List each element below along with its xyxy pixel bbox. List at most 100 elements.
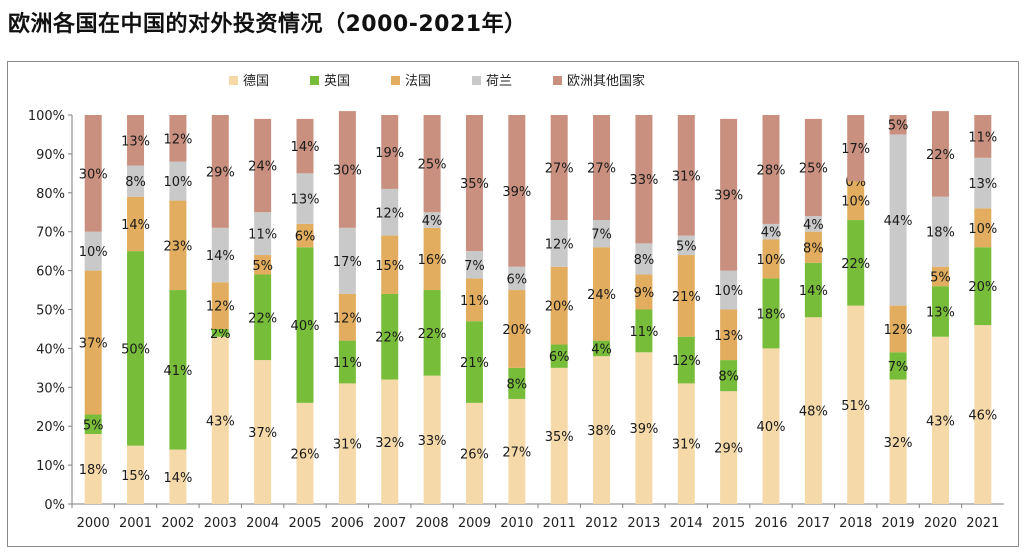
- data-label-other-europe: 27%: [545, 162, 574, 177]
- data-label-uk: 22%: [248, 311, 277, 326]
- bar-segment-netherlands: [423, 212, 441, 228]
- bar-segment-other-europe: [804, 118, 822, 217]
- bar-segment-france: [381, 235, 399, 294]
- data-label-uk: 50%: [121, 342, 150, 357]
- data-label-france: 9%: [634, 286, 655, 301]
- x-tick-label: 2006: [331, 516, 364, 531]
- data-label-germany: 26%: [460, 447, 489, 462]
- bar-segment-germany: [296, 402, 314, 504]
- x-tick-label: 2001: [119, 516, 152, 531]
- y-tick-label: 90%: [36, 148, 65, 163]
- data-label-netherlands: 10%: [163, 175, 192, 190]
- data-label-france: 12%: [206, 300, 235, 315]
- bar-segment-germany: [889, 379, 907, 504]
- bar-segment-germany: [211, 336, 229, 504]
- data-label-uk: 2%: [210, 327, 231, 342]
- bar-segment-netherlands: [804, 216, 822, 232]
- data-label-uk: 7%: [888, 360, 909, 375]
- data-label-uk: 8%: [718, 370, 739, 385]
- bar-segment-uk: [127, 251, 145, 446]
- bar-segment-other-europe: [296, 118, 314, 174]
- legend-label-uk: 英国: [324, 74, 350, 89]
- bar-segment-germany: [931, 336, 949, 504]
- data-label-germany: 32%: [375, 436, 404, 451]
- data-label-germany: 46%: [968, 409, 997, 424]
- x-tick-label: 2003: [204, 516, 237, 531]
- data-label-other-europe: 35%: [460, 177, 489, 192]
- bar-segment-france: [338, 293, 356, 341]
- bar-segment-germany: [550, 367, 568, 504]
- data-label-germany: 48%: [799, 405, 828, 420]
- data-label-germany: 33%: [418, 434, 447, 449]
- bar-segment-netherlands: [84, 231, 102, 271]
- bar-segment-netherlands: [931, 196, 949, 267]
- data-label-uk: 22%: [418, 327, 447, 342]
- bar-segment-other-europe: [635, 115, 653, 244]
- data-label-other-europe: 25%: [418, 158, 447, 173]
- bar-segment-france: [169, 200, 187, 291]
- bar-segment-other-europe: [508, 115, 526, 267]
- y-tick-label: 50%: [36, 304, 65, 319]
- data-label-uk: 6%: [549, 350, 570, 365]
- data-label-netherlands: 11%: [248, 228, 277, 243]
- data-label-france: 16%: [418, 253, 447, 268]
- bar-segment-other-europe: [381, 115, 399, 189]
- bar-segment-netherlands: [635, 243, 653, 275]
- data-label-germany: 38%: [587, 424, 616, 439]
- bar-segment-france: [931, 266, 949, 287]
- data-label-other-europe: 39%: [502, 185, 531, 200]
- data-label-uk: 4%: [591, 342, 612, 357]
- data-label-france: 37%: [79, 337, 108, 352]
- data-label-netherlands: 12%: [545, 237, 574, 252]
- bar-segment-other-europe: [847, 115, 865, 182]
- data-label-other-europe: 19%: [375, 146, 404, 161]
- bar-segment-uk: [847, 220, 865, 306]
- y-tick-label: 0%: [44, 498, 65, 513]
- data-label-uk: 20%: [968, 280, 997, 295]
- bar-segment-france: [593, 247, 611, 341]
- data-label-france: 10%: [841, 195, 870, 210]
- bar-segment-france: [211, 282, 229, 329]
- x-tick-label: 2009: [458, 516, 491, 531]
- data-label-other-europe: 31%: [672, 169, 701, 184]
- bar-segment-germany: [804, 317, 822, 504]
- data-label-uk: 11%: [333, 356, 362, 371]
- bar-segment-uk: [974, 247, 992, 326]
- y-tick-label: 10%: [36, 459, 65, 474]
- data-label-netherlands: 18%: [926, 226, 955, 241]
- bar-segment-uk: [465, 321, 483, 403]
- bar-segment-netherlands: [593, 220, 611, 248]
- bar-segment-france: [423, 227, 441, 291]
- data-label-france: 10%: [968, 222, 997, 237]
- bar-segment-germany: [169, 449, 187, 504]
- bar-segment-uk: [169, 290, 187, 450]
- data-label-uk: 21%: [460, 356, 489, 371]
- bar-segment-germany: [762, 348, 780, 504]
- data-label-other-europe: 30%: [79, 167, 108, 182]
- data-label-france: 12%: [884, 323, 913, 338]
- data-label-france: 8%: [803, 241, 824, 256]
- data-label-france: 5%: [252, 259, 273, 274]
- legend-label-netherlands: 荷兰: [486, 74, 512, 89]
- data-label-other-europe: 33%: [629, 173, 658, 188]
- bar-segment-other-europe: [974, 115, 992, 158]
- x-tick-label: 2010: [500, 516, 533, 531]
- data-label-germany: 18%: [79, 463, 108, 478]
- data-label-france: 21%: [672, 290, 701, 305]
- data-label-netherlands: 13%: [968, 177, 997, 192]
- bar-segment-france: [296, 223, 314, 248]
- bar-segment-netherlands: [974, 157, 992, 209]
- data-label-germany: 35%: [545, 430, 574, 445]
- bar-segment-netherlands: [127, 165, 145, 197]
- bar-segment-other-europe: [720, 118, 738, 271]
- x-tick-label: 2021: [966, 516, 999, 531]
- data-label-uk: 11%: [629, 325, 658, 340]
- x-tick-label: 2000: [77, 516, 110, 531]
- x-tick-label: 2012: [585, 516, 618, 531]
- bar-segment-netherlands: [508, 266, 526, 291]
- bar-segment-germany: [381, 379, 399, 504]
- bar-segment-other-europe: [84, 115, 102, 232]
- bar-segment-uk: [423, 290, 441, 376]
- bar-segment-uk: [804, 262, 822, 318]
- bar-segment-uk: [677, 336, 695, 384]
